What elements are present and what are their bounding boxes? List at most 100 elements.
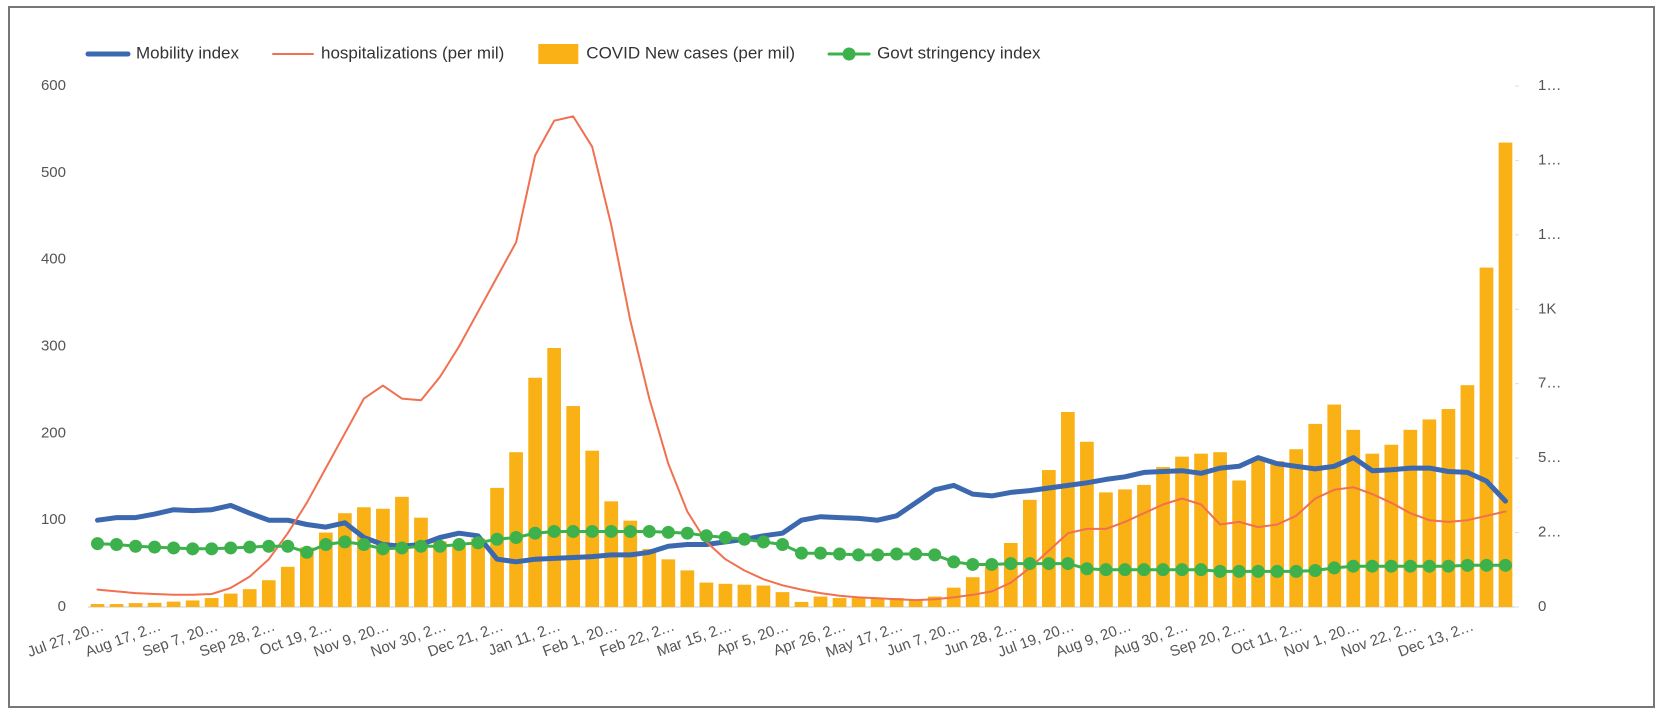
point [319,537,333,551]
bar [1022,499,1037,607]
bar [661,559,676,607]
y-tick-label: 0 [58,598,66,615]
bar [185,600,200,607]
bar [1422,419,1437,607]
point [1365,559,1379,573]
point [1118,563,1132,577]
point [852,548,866,562]
point [1175,563,1189,577]
point [91,537,105,551]
bar [90,604,105,607]
point [490,532,504,546]
point [1004,557,1018,571]
point [281,539,295,553]
point [947,555,961,569]
point [1460,558,1474,572]
bar [851,598,866,607]
legend-label: COVID New cases (per mil) [586,43,795,62]
bar [1175,456,1189,607]
bar [832,598,847,607]
point [1270,564,1284,578]
bar [927,596,942,607]
point [357,537,371,551]
bar [718,583,733,607]
y2-tick-label: 5… [1538,449,1561,466]
bar [908,600,923,607]
bar [528,377,542,607]
bar [1270,461,1285,607]
point [433,539,447,553]
point [1422,559,1436,573]
y-tick-label: 400 [41,251,66,268]
bar [699,582,714,607]
point [1441,559,1455,573]
point [338,535,352,549]
point [1042,557,1056,571]
point [1479,558,1493,572]
bar [1460,385,1475,607]
point [509,531,523,545]
point [604,524,618,538]
point [795,546,808,560]
line [95,455,1508,565]
bar [1289,449,1304,607]
point [167,541,181,555]
bar [1061,411,1075,607]
bar [452,545,466,607]
point [224,541,238,555]
point [262,539,276,553]
bar [223,593,238,607]
point [205,542,219,556]
point [718,531,732,545]
point [1403,559,1417,573]
legend-label: Mobility index [136,43,239,62]
point [699,529,713,543]
y-tick-label: 200 [41,424,66,441]
point [186,542,200,556]
bar [642,548,657,607]
point [1156,563,1170,577]
bar [109,604,124,607]
point [737,532,751,546]
point [1327,561,1341,575]
bar [813,596,828,607]
point [1384,559,1398,573]
point [1251,564,1265,578]
bar [1003,542,1018,607]
bar [357,507,371,607]
y2-tick-label: 7… [1538,375,1561,392]
bar [547,347,562,607]
point [566,524,580,538]
bar [242,589,257,607]
point [1023,557,1037,571]
point [1498,558,1512,572]
point [300,545,314,559]
legend-label: Govt stringency index [877,43,1041,62]
y2-tick-label: 1… [1538,226,1561,243]
bar [984,566,999,607]
y2-tick-label: 0 [1538,598,1546,615]
point [1213,564,1227,578]
point [243,540,257,554]
point [1061,557,1075,571]
point [414,539,428,553]
point [890,547,904,561]
y-tick-label: 100 [41,511,66,528]
point [1308,564,1322,578]
bar [509,452,523,607]
bar [433,541,447,607]
bar [794,601,809,607]
bar [1403,429,1418,607]
legend-swatch [538,44,579,64]
point [129,539,143,553]
point [966,557,980,571]
bar [566,406,581,607]
bar [775,592,790,607]
point [452,537,466,551]
point [110,537,124,551]
bar [318,532,333,607]
y-tick-label: 500 [41,164,66,181]
legend-label: hospitalizations (per mil) [321,43,504,62]
bar [623,520,638,607]
